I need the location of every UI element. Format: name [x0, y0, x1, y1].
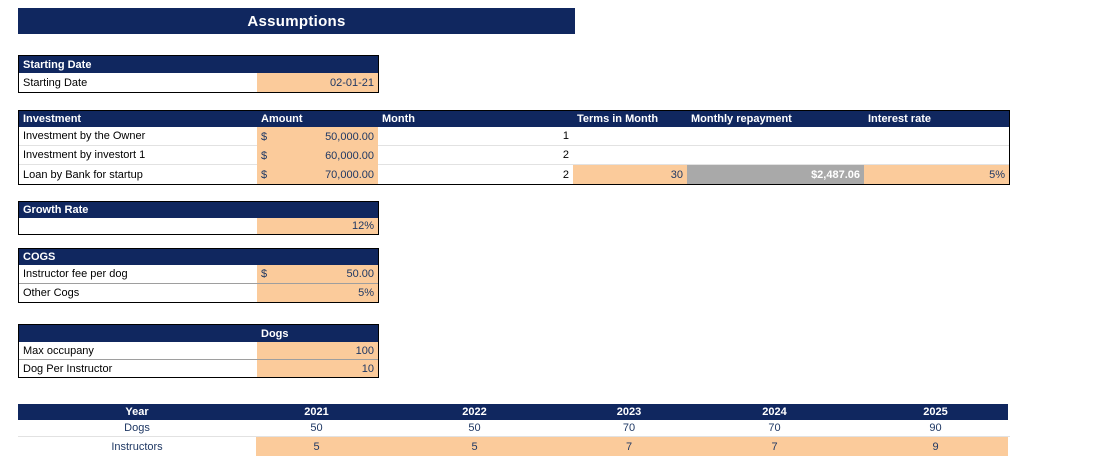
- year-2024-header: 2024: [686, 404, 863, 420]
- dogs-table: Dogs Max occupany 100 Dog Per Instructor…: [18, 324, 379, 378]
- dogs-row-per-instructor: Dog Per Instructor 10: [19, 360, 378, 377]
- investment-col-header: Investment: [19, 111, 257, 127]
- terms-col-header: Terms in Month: [573, 111, 687, 127]
- yearly-row-dogs: Dogs 50 50 70 70 90: [18, 420, 1010, 437]
- cogs-section-header: COGS: [19, 249, 378, 265]
- currency-symbol: $: [261, 149, 268, 162]
- terms-cell[interactable]: [573, 127, 687, 146]
- cogs-row-other: Other Cogs 5%: [19, 284, 378, 302]
- dogs-label: Dog Per Instructor: [23, 362, 113, 375]
- yearly-value-cell: 70: [768, 422, 781, 434]
- yearly-value-cell[interactable]: 9: [863, 437, 1008, 456]
- repayment-col-header: Monthly repayment: [687, 111, 864, 127]
- investment-label: Loan by Bank for startup: [23, 168, 143, 181]
- page-title: Assumptions: [18, 8, 575, 34]
- interest-col-header: Interest rate: [864, 111, 1009, 127]
- amount-cell[interactable]: $ 60,000.00: [257, 146, 378, 165]
- year-2021-header: 2021: [256, 404, 377, 420]
- starting-date-table: Starting Date Starting Date 02-01-21: [18, 55, 379, 93]
- cogs-table: COGS Instructor fee per dog $ 50.00 Othe…: [18, 248, 379, 303]
- cogs-value-cell[interactable]: 5%: [257, 284, 378, 302]
- starting-date-label: Starting Date: [23, 76, 88, 89]
- yearly-value-cell[interactable]: 5: [377, 437, 572, 456]
- year-2023-header: 2023: [572, 404, 686, 420]
- month-col-header: Month: [378, 111, 573, 127]
- growth-rate-value-cell[interactable]: 12%: [257, 218, 378, 234]
- yearly-value-cell: 90: [929, 422, 942, 434]
- interest-cell[interactable]: 5%: [864, 165, 1009, 184]
- investment-label: Investment by the Owner: [19, 127, 257, 146]
- interest-cell[interactable]: [864, 127, 1009, 146]
- dogs-row-max-occupancy: Max occupany 100: [19, 342, 378, 360]
- year-col-header: Year: [18, 404, 256, 420]
- yearly-value-cell[interactable]: 7: [572, 437, 686, 456]
- dogs-section-header: Dogs: [257, 325, 378, 342]
- investment-row-investor1: Investment by investort 1 $ 60,000.00 2: [19, 146, 1009, 165]
- repayment-cell: [687, 127, 864, 146]
- cogs-label: Other Cogs: [23, 287, 80, 299]
- investment-table: Investment Amount Month Terms in Month M…: [18, 110, 1010, 185]
- growth-rate-label: [19, 218, 257, 234]
- terms-cell[interactable]: 30: [573, 165, 687, 184]
- amount-value: 50,000.00: [325, 130, 374, 143]
- yearly-value-cell: 50: [468, 422, 481, 434]
- investment-label: Investment by investort 1: [19, 146, 257, 165]
- month-cell[interactable]: 1: [378, 127, 573, 146]
- yearly-value-cell: 70: [622, 422, 636, 434]
- dogs-header-row: Dogs: [19, 325, 378, 342]
- yearly-value-cell[interactable]: 7: [686, 437, 863, 456]
- terms-cell[interactable]: [573, 146, 687, 165]
- dogs-label: Max occupany: [23, 344, 94, 357]
- investment-row-bank-loan: Loan by Bank for startup $ 70,000.00 2 3…: [19, 165, 1009, 184]
- amount-col-header: Amount: [257, 111, 378, 127]
- dogs-value-cell[interactable]: 100: [257, 342, 378, 359]
- starting-date-row: Starting Date 02-01-21: [19, 73, 378, 92]
- currency-symbol: $: [261, 168, 268, 181]
- interest-cell[interactable]: [864, 146, 1009, 165]
- dogs-header-spacer: [19, 325, 257, 342]
- cogs-value: 50.00: [346, 268, 374, 280]
- yearly-row-label: Dogs: [124, 422, 150, 434]
- currency-symbol: $: [261, 268, 268, 280]
- growth-rate-table: Growth Rate 12%: [18, 201, 379, 235]
- yearly-value-cell[interactable]: 5: [256, 437, 377, 456]
- starting-date-value-cell[interactable]: 02-01-21: [257, 73, 378, 92]
- amount-value: 60,000.00: [325, 149, 374, 162]
- investment-header-row: Investment Amount Month Terms in Month M…: [19, 111, 1009, 127]
- currency-symbol: $: [261, 130, 268, 143]
- yearly-header-row: Year 2021 2022 2023 2024 2025: [18, 404, 1010, 420]
- repayment-cell: $2,487.06: [687, 165, 864, 184]
- amount-value: 70,000.00: [325, 168, 374, 181]
- growth-rate-section-header: Growth Rate: [19, 202, 378, 218]
- month-cell[interactable]: 2: [562, 168, 569, 181]
- cogs-value-cell[interactable]: $ 50.00: [257, 265, 378, 283]
- yearly-row-label: Instructors: [111, 440, 163, 453]
- investment-row-owner: Investment by the Owner $ 50,000.00 1: [19, 127, 1009, 146]
- cogs-label: Instructor fee per dog: [23, 268, 128, 280]
- starting-date-section-header: Starting Date: [19, 56, 378, 73]
- dogs-value-cell[interactable]: 10: [257, 360, 378, 377]
- growth-rate-row: 12%: [19, 218, 378, 234]
- year-2022-header: 2022: [377, 404, 572, 420]
- amount-cell[interactable]: $ 50,000.00: [257, 127, 378, 146]
- yearly-table: Year 2021 2022 2023 2024 2025 Dogs 50 50…: [18, 404, 1010, 456]
- year-2025-header: 2025: [863, 404, 1008, 420]
- yearly-row-instructors: Instructors 5 5 7 7 9: [18, 437, 1010, 456]
- month-cell[interactable]: 2: [378, 146, 573, 165]
- yearly-value-cell: 50: [310, 422, 323, 434]
- cogs-row-instructor-fee: Instructor fee per dog $ 50.00: [19, 265, 378, 284]
- amount-cell[interactable]: $ 70,000.00: [257, 165, 378, 184]
- repayment-cell: [687, 146, 864, 165]
